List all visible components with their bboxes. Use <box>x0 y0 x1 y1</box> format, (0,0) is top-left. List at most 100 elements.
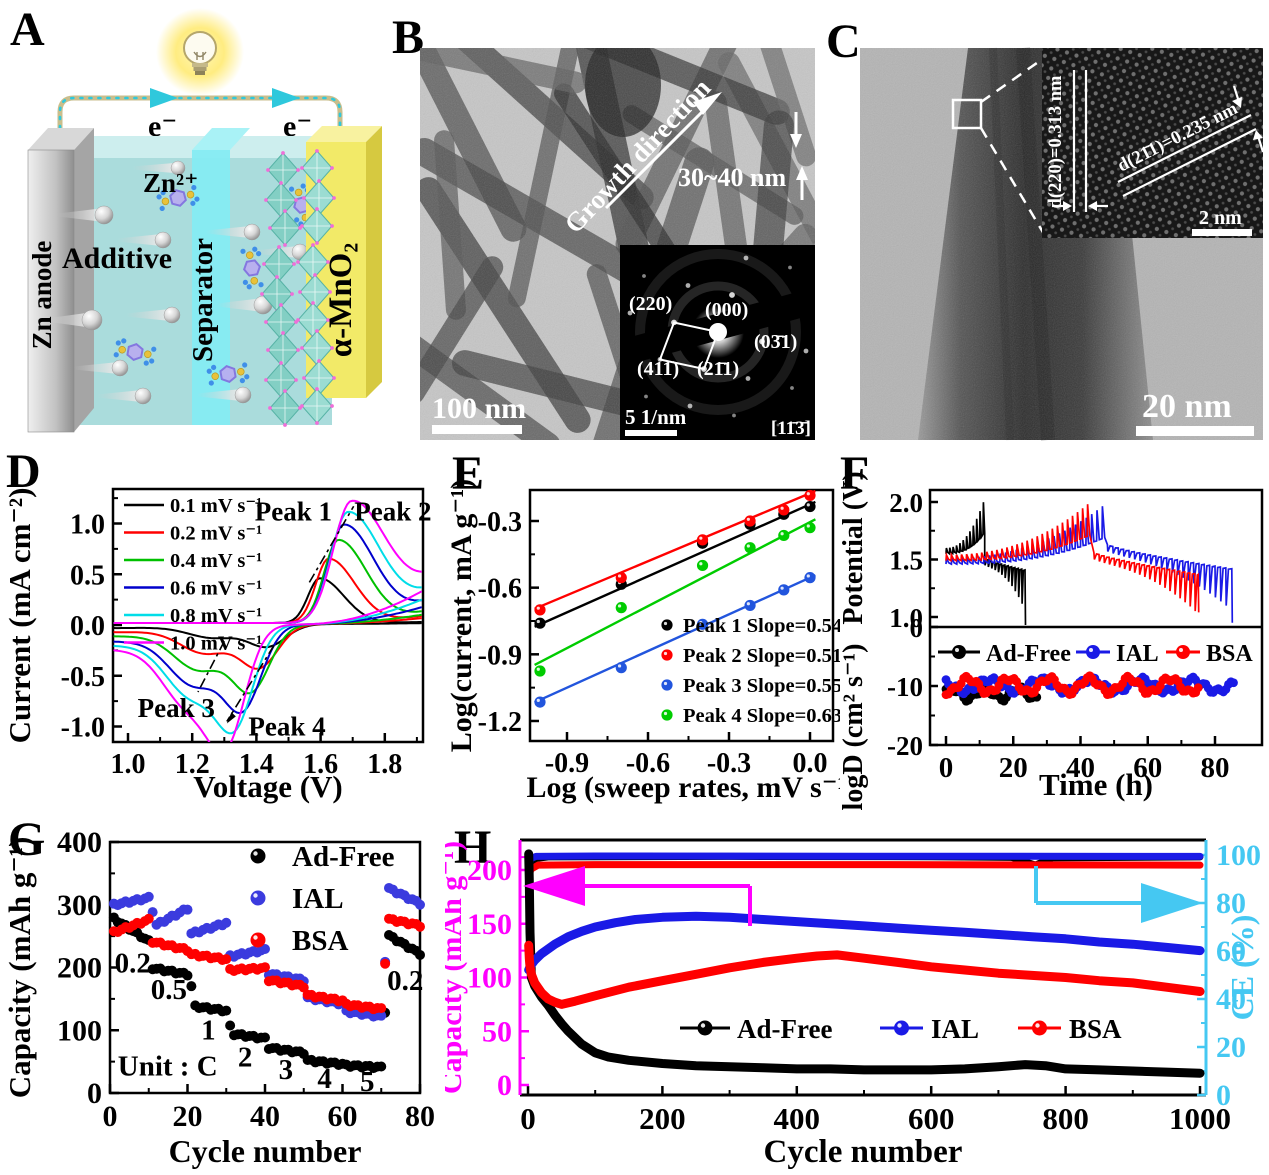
path-shape <box>298 303 328 337</box>
fit-line <box>534 489 816 610</box>
legend-marker-highlight <box>1179 648 1183 652</box>
legend-label: IAL <box>931 1014 979 1044</box>
ion-motion-tail <box>58 208 100 222</box>
data-point <box>696 559 709 572</box>
point-highlight <box>536 619 540 624</box>
up-arrow-icon <box>1253 130 1263 140</box>
up-arrow-icon <box>796 166 808 180</box>
fit-line <box>534 500 816 628</box>
panel-c-label: C <box>826 15 861 68</box>
capacity-point <box>221 1005 232 1016</box>
circle-shape <box>260 292 264 296</box>
additive-label: Additive <box>62 242 172 275</box>
d-spacing-label: d(220)=0.313 nm <box>1046 75 1066 208</box>
panel-h-cycling-chart: 0 200 400 600 800 100005010015020002040608010… <box>445 838 1261 1170</box>
circle-shape <box>160 190 166 196</box>
ion-motion-tail <box>217 298 259 312</box>
point-highlight <box>780 506 784 510</box>
circle-shape <box>290 292 294 296</box>
legend-label: Peak 2 Slope=0.51 <box>683 645 840 667</box>
anode-top-face <box>28 128 94 150</box>
x-tick-label: 0 <box>103 1100 118 1133</box>
data-point <box>804 572 816 584</box>
legend-label: BSA <box>1206 641 1253 667</box>
legend-marker-highlight <box>955 648 959 652</box>
zn-ion-sphere <box>134 387 152 405</box>
bulb-base <box>192 63 208 67</box>
data-point <box>534 604 546 616</box>
electron-flow-dots <box>58 96 342 184</box>
circle-shape <box>191 184 197 191</box>
circle-shape <box>283 209 287 213</box>
circle-shape <box>250 277 258 285</box>
capacity-point <box>376 1010 387 1021</box>
legend-label: 1.0 mV s⁻¹ <box>170 633 262 655</box>
circle-shape <box>759 338 765 345</box>
data-point <box>804 489 816 502</box>
circle-shape <box>330 346 334 350</box>
circle-shape <box>266 168 270 172</box>
ion-motion-tail <box>97 390 139 402</box>
circle-shape <box>328 290 332 294</box>
panel-d-label: D <box>6 445 41 498</box>
circle-shape <box>743 255 749 261</box>
logd-scatter <box>941 671 1238 706</box>
plot-frame <box>528 488 835 743</box>
circle-shape <box>790 386 794 390</box>
rate-label: 2 <box>238 1042 253 1074</box>
circle-shape <box>788 265 792 270</box>
data-point <box>534 665 546 677</box>
path-shape <box>302 151 332 185</box>
cv-anodic-5 <box>113 499 422 624</box>
saed-spot-label: (21̄1) <box>697 358 739 380</box>
legend-marker <box>1176 645 1190 659</box>
data-point <box>804 500 816 513</box>
anode-label: Zn anode <box>27 241 57 350</box>
point-highlight <box>746 602 750 606</box>
zn-ion-sphere <box>170 160 186 176</box>
cv-anodic-4 <box>113 510 422 624</box>
legend-marker-highlight <box>253 935 258 940</box>
right-y-tick-label: 80 <box>1216 887 1246 920</box>
rate-label: 3 <box>279 1054 294 1086</box>
capacity-point <box>415 921 425 932</box>
circle-shape <box>635 249 801 415</box>
point-highlight <box>780 532 784 536</box>
electron-arrow-icon <box>150 88 178 108</box>
path-shape <box>302 209 332 243</box>
circle-shape <box>315 329 319 333</box>
cv-anodic-1 <box>113 557 422 624</box>
zn-ion-sphere <box>94 205 114 225</box>
path-shape <box>270 391 300 425</box>
circle-shape <box>258 282 264 288</box>
circle-shape <box>268 406 272 410</box>
circle-shape <box>161 197 170 206</box>
circle-shape <box>159 205 165 212</box>
right-axis-title: CE (%) <box>1224 915 1260 1021</box>
circle-shape <box>240 248 246 254</box>
left-axis-title: Capacity (mAh g⁻¹) <box>445 841 468 1094</box>
panel-h-label: H <box>454 821 492 874</box>
cv-cathodic-5 <box>113 590 423 742</box>
circle-shape <box>315 387 319 391</box>
legend-marker <box>250 848 266 864</box>
potential-axis-title: Potential (V) <box>838 471 869 624</box>
legend-marker-highlight <box>700 1023 706 1028</box>
ion-motion-tail <box>132 162 174 174</box>
x-tick-label: 600 <box>908 1101 955 1136</box>
legend-marker <box>661 679 673 691</box>
zone-axis-label: [11̄3̄] <box>771 418 811 439</box>
logd-point <box>1193 683 1203 693</box>
peak-annotation: Peak 1 <box>255 496 332 526</box>
legend-label: Peak 1 Slope=0.54 <box>683 615 840 637</box>
point-highlight <box>746 517 750 521</box>
inset-scale-bar <box>1192 229 1252 236</box>
legend-marker <box>661 709 673 721</box>
circle-shape <box>296 318 300 322</box>
gitt-Ad-Free <box>945 502 1027 626</box>
circle-shape <box>283 243 287 247</box>
fit-line <box>534 518 816 666</box>
capacity-point <box>380 958 391 969</box>
circle-shape <box>330 166 334 170</box>
